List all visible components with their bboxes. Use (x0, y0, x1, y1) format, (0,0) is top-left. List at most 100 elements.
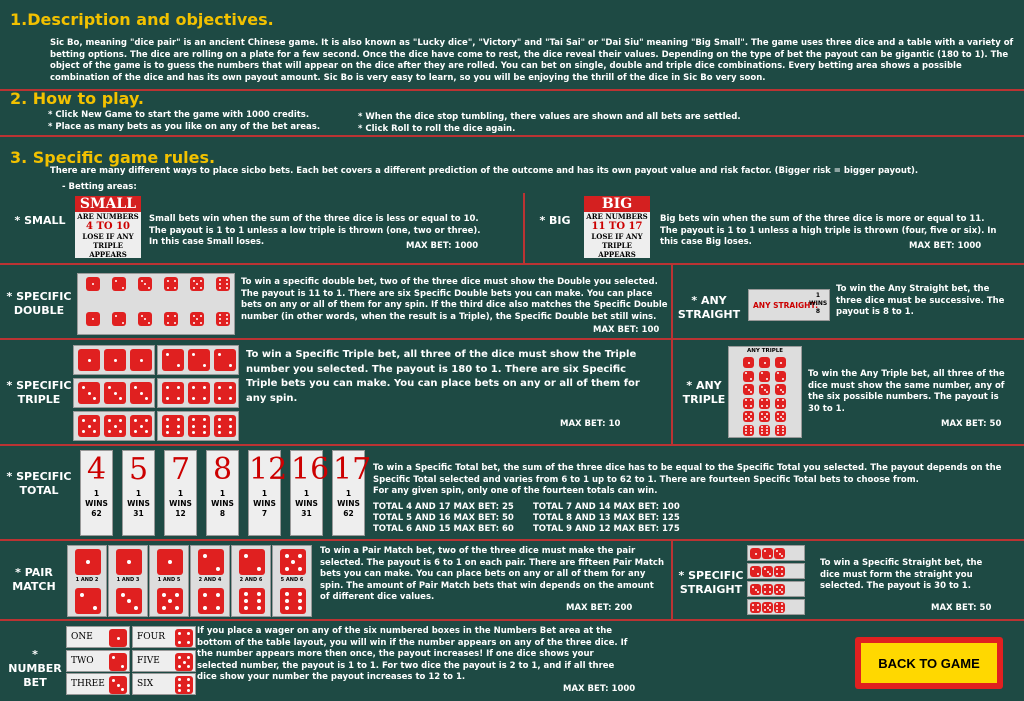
total-max-5-16: TOTAL 5 AND 16 MAX BET: 50 (373, 513, 514, 523)
die-face-icon (743, 411, 754, 422)
any-straight-card[interactable]: ANY STRAIGHT: 1 WINS 8 (748, 289, 830, 321)
number-bet-option[interactable]: FOUR (132, 626, 196, 648)
die-face-icon (175, 629, 193, 647)
total-wins: WINS (85, 499, 108, 508)
pair-match-option[interactable]: 1 AND 3 (108, 545, 148, 617)
die-face-icon (109, 676, 127, 694)
pair-match-label: * PAIR MATCH (12, 566, 56, 593)
die-face-icon (216, 312, 230, 326)
total-max-7-14: TOTAL 7 AND 14 MAX BET: 100 (533, 502, 680, 512)
divider (0, 539, 1024, 541)
specific-triple-option[interactable] (157, 411, 239, 441)
pair-match-option[interactable]: 1 AND 2 (67, 545, 107, 617)
total-number: 5 (128, 452, 149, 487)
specific-total-option[interactable]: 5 1 WINS 31 (122, 450, 155, 536)
total-one: 1 (135, 489, 142, 498)
die-face-icon (774, 548, 785, 559)
big-bet-card[interactable]: BIG ARE NUMBERS 11 TO 17 LOSE IF ANY TRI… (584, 196, 650, 259)
any-triple-label: * ANY TRIPLE (682, 379, 726, 406)
die-face-icon (164, 312, 178, 326)
divider (0, 338, 1024, 340)
small-bet-card[interactable]: SMALL ARE NUMBERS 4 TO 10 LOSE IF ANY TR… (75, 196, 141, 259)
specific-total-label: * SPECIFIC TOTAL (6, 470, 72, 497)
die-face-icon (759, 424, 770, 436)
die-face-icon (112, 277, 126, 291)
pair-match-option-label: 5 AND 6 (280, 577, 304, 583)
any-triple-card[interactable]: ANY TRIPLE (728, 346, 802, 438)
section-title-description: 1.Description and objectives. (10, 10, 274, 29)
specific-total-option[interactable]: 16 1 WINS 31 (290, 450, 330, 536)
specific-double-text: To win a specific double bet, two of the… (241, 277, 668, 322)
any-triple-card-label: ANY TRIPLE (746, 348, 784, 354)
specific-straight-option[interactable] (747, 599, 805, 615)
specific-triple-option[interactable] (73, 345, 155, 375)
die-face-icon (116, 588, 142, 614)
total-max-4-17: TOTAL 4 AND 17 MAX BET: 25 (373, 502, 514, 512)
specific-straight-cards[interactable] (747, 545, 805, 617)
pair-match-option[interactable]: 5 AND 6 (272, 545, 312, 617)
number-bet-word: FIVE (137, 656, 160, 666)
die-face-icon (78, 382, 100, 404)
specific-total-text: To win a Specific Total bet, the sum of … (373, 463, 1002, 485)
pair-match-option[interactable]: 2 AND 6 (231, 545, 271, 617)
die-face-icon (130, 415, 152, 437)
die-face-icon (743, 357, 754, 368)
specific-total-option[interactable]: 12 1 WINS 7 (248, 450, 287, 536)
die-face-icon (774, 602, 785, 613)
section-title-how-to-play: 2. How to play. (10, 89, 145, 108)
pair-match-option[interactable]: 1 AND 5 (149, 545, 189, 617)
die-face-icon (109, 629, 127, 647)
specific-double-card[interactable] (77, 273, 235, 335)
specific-triple-option[interactable] (157, 378, 239, 408)
total-payout: 62 (91, 509, 102, 518)
specific-total-option[interactable]: 7 1 WINS 12 (164, 450, 197, 536)
specific-triple-option[interactable] (157, 345, 239, 375)
specific-triple-option[interactable] (73, 378, 155, 408)
pair-match-option-label: 2 AND 4 (198, 577, 222, 583)
total-one: 1 (177, 489, 184, 498)
total-number: 16 (291, 452, 330, 487)
specific-triple-cards[interactable] (73, 345, 241, 443)
number-bet-word: THREE (71, 679, 105, 689)
specific-total-option[interactable]: 4 1 WINS 62 (80, 450, 113, 536)
die-face-icon (175, 653, 193, 671)
big-card-title: BIG (584, 196, 650, 212)
die-face-icon (130, 382, 152, 404)
die-face-icon (112, 312, 126, 326)
specific-total-option[interactable]: 17 1 WINS 62 (332, 450, 371, 536)
specific-total-option[interactable]: 8 1 WINS 8 (206, 450, 239, 536)
number-bet-option[interactable]: ONE (66, 626, 130, 648)
die-face-icon (104, 349, 126, 371)
die-face-icon (78, 349, 100, 371)
any-triple-max-bet: MAX BET: 50 (941, 419, 1002, 429)
die-face-icon (130, 349, 152, 371)
specific-triple-option[interactable] (73, 411, 155, 441)
number-bet-option[interactable]: FIVE (132, 650, 196, 672)
total-wins: WINS (169, 499, 192, 508)
die-face-icon (775, 370, 786, 382)
die-face-icon (188, 349, 210, 371)
die-face-icon (775, 384, 786, 395)
number-bet-option[interactable]: THREE (66, 673, 130, 695)
die-face-icon (774, 584, 785, 595)
number-bet-option[interactable]: TWO (66, 650, 130, 672)
die-face-icon (157, 549, 183, 575)
die-face-icon (762, 548, 773, 559)
number-bet-option[interactable]: SIX (132, 673, 196, 695)
total-number: 4 (86, 452, 107, 487)
die-face-icon (75, 549, 101, 575)
pair-match-option[interactable]: 2 AND 4 (190, 545, 230, 617)
die-face-icon (164, 277, 178, 291)
divider (671, 541, 673, 619)
die-face-icon (775, 397, 786, 409)
rules-intro: There are many different ways to place s… (50, 166, 919, 176)
divider (0, 619, 1024, 621)
back-to-game-button[interactable]: BACK TO GAME (855, 637, 1003, 689)
specific-straight-label: * SPECIFIC STRAIGHT (678, 569, 744, 596)
specific-straight-option[interactable] (747, 563, 805, 579)
description-text: Sic Bo, meaning "dice pair" is an ancien… (50, 38, 1014, 83)
specific-straight-option[interactable] (747, 581, 805, 597)
total-wins: WINS (337, 499, 360, 508)
die-face-icon (190, 312, 204, 326)
specific-straight-option[interactable] (747, 545, 805, 561)
